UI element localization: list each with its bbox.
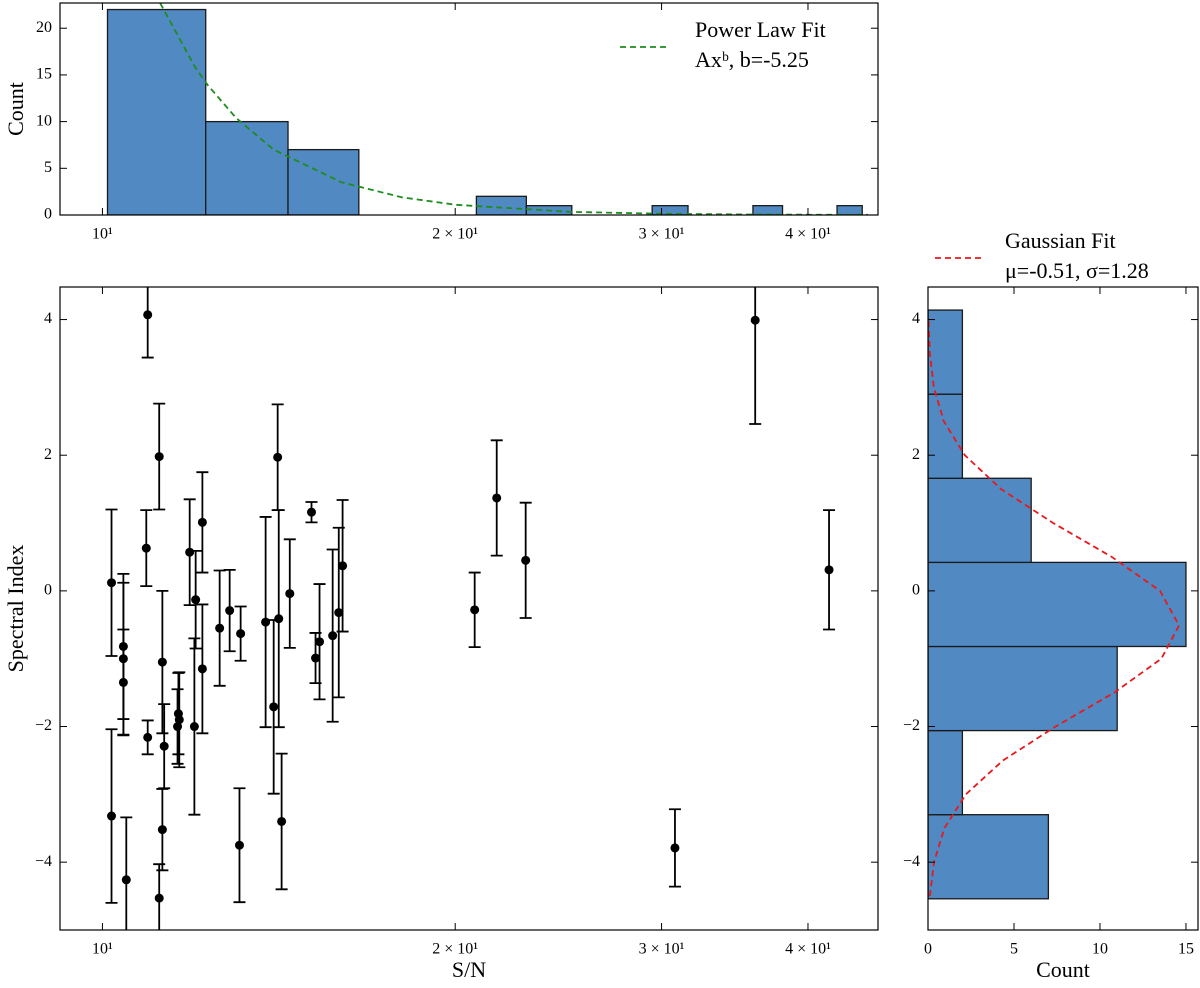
bar (651, 205, 689, 215)
point (521, 555, 531, 565)
fit-curve (928, 319, 1181, 897)
bar (928, 645, 1118, 732)
point (107, 578, 117, 588)
y-tick-label: −2 (35, 717, 52, 734)
point (750, 315, 760, 325)
bar (752, 205, 784, 215)
point (315, 637, 325, 647)
x-tick-label: 15 (1178, 941, 1194, 958)
bar (287, 148, 360, 215)
point (143, 732, 153, 742)
legend-label: μ=-0.51, σ=1.28 (1005, 258, 1149, 283)
plot-area (106, 3, 868, 215)
y-tick-label: 2 (44, 446, 52, 463)
y-axis-label: Spectral Index (3, 545, 28, 673)
x-tick-label: 4 × 10¹ (785, 941, 831, 958)
x-tick-label: 10 (1092, 941, 1108, 958)
point (334, 608, 344, 618)
x-tick-label: 2 × 10¹ (432, 226, 478, 243)
y-tick-label: 4 (912, 310, 920, 327)
y-tick-label: 20 (36, 19, 52, 36)
bar (475, 195, 527, 215)
axes-frame (927, 286, 1199, 931)
point (154, 893, 164, 903)
y-tick-label: 2 (912, 446, 920, 463)
x-tick-label: 5 (1010, 941, 1018, 958)
point (225, 606, 235, 616)
y-tick-label: −2 (903, 717, 920, 734)
y-tick-label: 0 (44, 582, 52, 599)
bar (205, 120, 289, 215)
point (311, 653, 321, 663)
bar (106, 8, 207, 215)
point (470, 605, 480, 615)
point (261, 617, 271, 627)
point (215, 623, 225, 633)
axes-frame (59, 2, 879, 216)
point (157, 825, 167, 835)
x-tick-label: 3 × 10¹ (639, 941, 685, 958)
point (328, 631, 338, 641)
y-tick-label: −4 (35, 853, 52, 870)
x-tick-label: 4 × 10¹ (785, 226, 831, 243)
bar (928, 393, 964, 479)
point (143, 310, 153, 320)
bar (836, 205, 863, 215)
x-tick-label: 2 × 10¹ (432, 941, 478, 958)
point (236, 629, 246, 639)
bar (928, 561, 1187, 648)
point (307, 507, 317, 517)
plot-area (928, 309, 1187, 900)
point (824, 565, 834, 575)
point (274, 614, 284, 624)
point (107, 811, 117, 821)
point (197, 664, 207, 674)
point (191, 595, 201, 605)
point (670, 843, 680, 853)
point (277, 816, 287, 826)
axes-frame (59, 286, 879, 931)
point (285, 589, 295, 599)
point (197, 517, 207, 527)
point (159, 741, 169, 751)
point (189, 722, 199, 732)
y-tick-label: 15 (36, 66, 52, 83)
y-tick-label: −4 (903, 853, 920, 870)
point (234, 840, 244, 850)
y-tick-label: 10 (36, 112, 52, 129)
bar (928, 729, 964, 816)
point (273, 452, 283, 462)
plot-area (105, 287, 836, 930)
bar (928, 477, 1032, 564)
legend-label: Axᵇ, b=-5.25 (695, 47, 809, 72)
bar (928, 814, 1050, 900)
y-tick-label: 5 (44, 159, 52, 176)
x-tick-label: 0 (924, 941, 932, 958)
y-tick-label: 0 (44, 206, 52, 223)
y-tick-label: 0 (912, 582, 920, 599)
x-axis-label: Count (1036, 957, 1090, 982)
legend-label: Gaussian Fit (1005, 228, 1116, 253)
x-axis-label: S/N (452, 957, 486, 982)
point (118, 677, 128, 687)
y-tick-label: 4 (44, 310, 52, 327)
legend-label: Power Law Fit (695, 17, 826, 42)
point (269, 702, 279, 712)
point (185, 547, 195, 557)
point (121, 875, 131, 885)
point (492, 493, 502, 503)
x-tick-label: 10¹ (92, 226, 113, 243)
point (338, 561, 348, 571)
point (174, 715, 184, 725)
y-axis-label: Count (3, 82, 28, 136)
x-tick-label: 3 × 10¹ (639, 226, 685, 243)
point (154, 452, 164, 462)
point (157, 657, 167, 667)
bar (928, 309, 964, 395)
x-tick-label: 10¹ (92, 941, 113, 958)
point (141, 543, 151, 553)
